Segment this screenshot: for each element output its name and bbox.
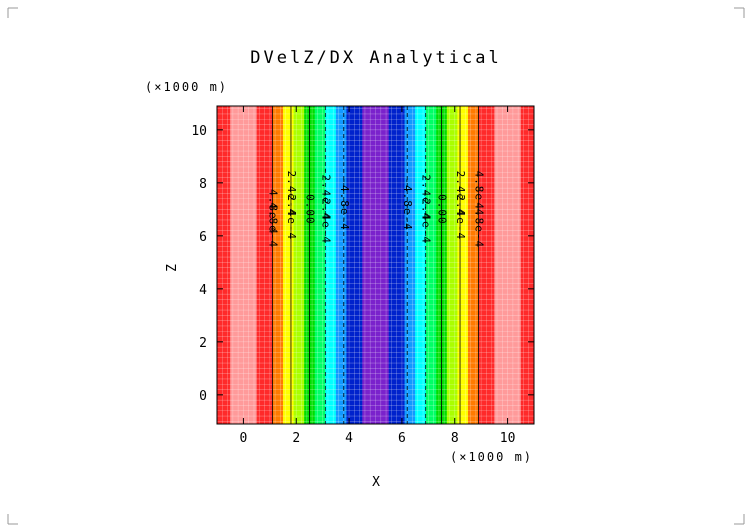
color-band-17 bbox=[446, 106, 458, 424]
plot-frame bbox=[216, 105, 535, 425]
y-tick-label: 10 bbox=[191, 124, 207, 139]
contour-labels: 4.8e-44.8e-42.4e-42.4e-4 0.00 -2.4e-4-2.4e… bbox=[266, 167, 485, 248]
contour-label: -2.4e-4 bbox=[420, 167, 433, 220]
contour-label: -2.4e-4 bbox=[420, 191, 433, 244]
contour-label: -2.4e-4 bbox=[319, 191, 332, 244]
y-axis-ticks: 0 2 4 6 8 10 bbox=[191, 124, 534, 404]
contour-label: 0.00 bbox=[303, 194, 316, 225]
color-band-2 bbox=[256, 106, 273, 424]
contour-label: 4.8e-4 bbox=[266, 189, 279, 235]
color-band-14 bbox=[415, 106, 427, 424]
contour-label: 2.4e-4 bbox=[454, 194, 467, 240]
color-band-8 bbox=[325, 106, 337, 424]
contour-label: 2.4e-4 bbox=[285, 171, 298, 217]
color-band-7 bbox=[314, 106, 326, 424]
color-band-22 bbox=[520, 106, 534, 424]
color-band-4 bbox=[283, 106, 295, 424]
contour-lines bbox=[272, 106, 479, 424]
x-tick-label: 10 bbox=[500, 431, 516, 446]
y-axis-label: Z bbox=[165, 264, 180, 272]
contour-label: 2.4e-4 bbox=[285, 194, 298, 240]
color-band-20 bbox=[478, 106, 495, 424]
grid-lines bbox=[217, 106, 534, 424]
chart-title: DVelZ/DX Analytical bbox=[250, 48, 501, 68]
x-tick-label: 8 bbox=[451, 431, 459, 446]
color-band-9 bbox=[335, 106, 347, 424]
y-tick-label: 8 bbox=[199, 177, 207, 192]
color-band-0 bbox=[217, 106, 231, 424]
y-tick-label: 6 bbox=[199, 230, 207, 245]
color-band-19 bbox=[467, 106, 480, 424]
x-tick-label: 4 bbox=[345, 431, 353, 446]
crop-marks bbox=[7, 7, 745, 525]
color-band-1 bbox=[230, 106, 258, 424]
color-band-10 bbox=[346, 106, 363, 424]
y-unit-label: (×1000 m) bbox=[145, 80, 228, 94]
color-band-13 bbox=[404, 106, 416, 424]
color-band-5 bbox=[293, 106, 305, 424]
color-band-18 bbox=[457, 106, 469, 424]
x-unit-label: (×1000 m) bbox=[450, 450, 533, 464]
x-tick-label: 2 bbox=[292, 431, 300, 446]
contour-label: 4.8e-4 bbox=[266, 202, 279, 248]
y-tick-label: 2 bbox=[199, 336, 207, 351]
color-bands bbox=[217, 106, 534, 424]
color-band-21 bbox=[494, 106, 522, 424]
x-axis-ticks: 0 2 4 6 8 10 bbox=[240, 106, 516, 446]
color-band-15 bbox=[425, 106, 437, 424]
color-band-11 bbox=[362, 106, 390, 424]
contour-label: -4.8e-4 bbox=[338, 177, 351, 230]
color-band-12 bbox=[388, 106, 406, 424]
contour-label: -2.4e-4 bbox=[319, 167, 332, 220]
contour-label: 4.8e-4 bbox=[473, 171, 486, 217]
contour-label: 0.00 bbox=[436, 194, 449, 225]
x-tick-label: 0 bbox=[240, 431, 248, 446]
contour-label: 4.8e-4 bbox=[473, 202, 486, 248]
x-axis-label: X bbox=[372, 475, 380, 490]
contour-label: -4.8e-4 bbox=[401, 177, 414, 230]
y-tick-label: 4 bbox=[199, 283, 207, 298]
y-tick-label: 0 bbox=[199, 389, 207, 404]
contour-label: 2.4e-4 bbox=[454, 171, 467, 217]
x-tick-label: 6 bbox=[398, 431, 406, 446]
color-band-3 bbox=[272, 106, 284, 424]
